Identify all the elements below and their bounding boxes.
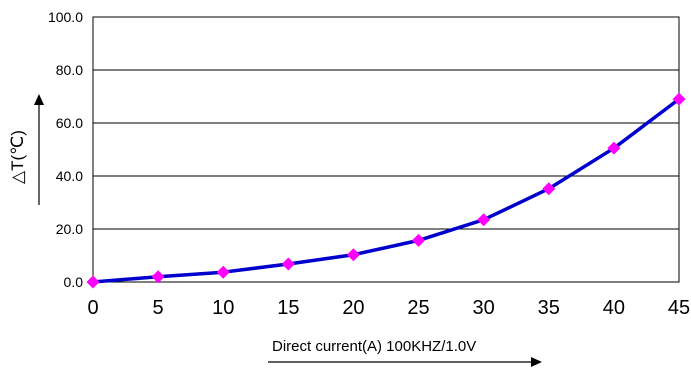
x-axis-ticks: 0 5 10 15 20 25 30 35 40 45 — [87, 297, 690, 319]
y-tick-label: 0.0 — [64, 274, 84, 290]
x-tick-label: 45 — [668, 297, 690, 319]
y-axis-ticks: 0.0 20.0 40.0 60.0 80.0 100.0 — [48, 9, 83, 290]
data-point-marker — [151, 270, 165, 284]
x-tick-label: 40 — [603, 297, 625, 319]
series-line — [92, 97, 681, 284]
y-axis-arrowhead — [34, 94, 44, 105]
x-tick-label: 15 — [277, 297, 299, 319]
data-point-marker — [216, 265, 230, 279]
x-tick-label: 20 — [342, 297, 364, 319]
x-tick-label: 10 — [212, 297, 234, 319]
data-point-marker — [346, 248, 360, 262]
axis-labels: △T(℃) Direct current(A) 100KHZ/1.0V — [8, 94, 542, 367]
data-point-marker — [412, 233, 426, 247]
plot-area — [92, 16, 680, 283]
data-point-marker — [542, 182, 556, 196]
y-axis-label: △T(℃) — [8, 130, 27, 184]
data-point-marker — [607, 141, 621, 155]
data-point-marker — [477, 213, 491, 227]
y-tick-label: 80.0 — [56, 62, 83, 78]
y-tick-label: 20.0 — [56, 221, 83, 237]
y-tick-label: 60.0 — [56, 115, 83, 131]
x-tick-label: 5 — [153, 297, 164, 319]
x-tick-label: 30 — [473, 297, 495, 319]
x-tick-label: 35 — [538, 297, 560, 319]
grid-lines — [93, 16, 679, 283]
x-axis-label: Direct current(A) 100KHZ/1.0V — [272, 338, 476, 355]
y-tick-label: 40.0 — [56, 168, 83, 184]
x-tick-label: 25 — [407, 297, 429, 319]
data-point-marker — [672, 92, 686, 106]
y-tick-label: 100.0 — [48, 9, 83, 25]
data-point-marker — [86, 275, 100, 289]
series-layer — [86, 92, 686, 289]
data-point-marker — [281, 257, 295, 271]
x-tick-label: 0 — [87, 297, 98, 319]
x-axis-arrowhead — [531, 357, 542, 367]
